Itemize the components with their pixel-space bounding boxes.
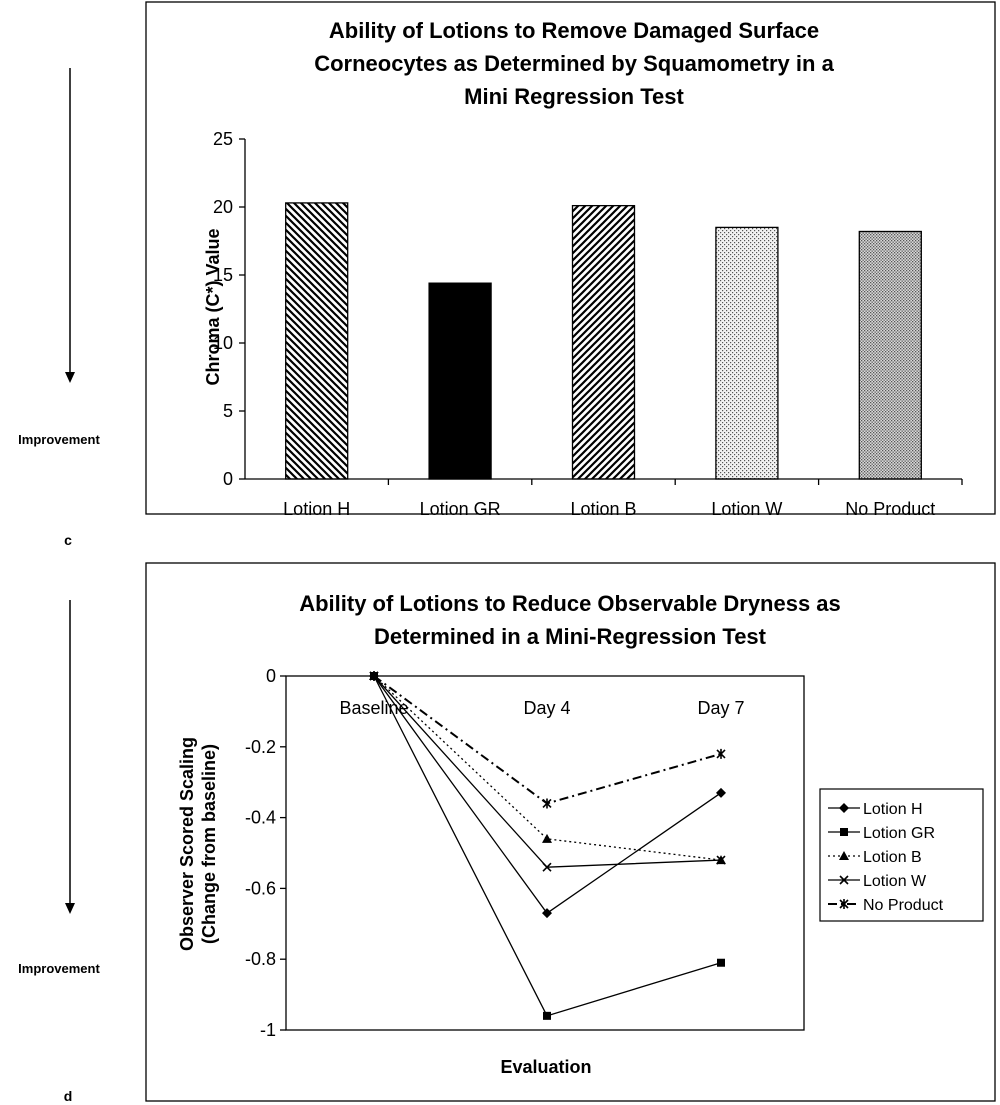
- line-chart: Ability of Lotions to Reduce Observable …: [145, 562, 996, 1102]
- marker-star: [716, 748, 726, 759]
- series-lotion-w: [369, 671, 726, 872]
- marker-star: [542, 798, 552, 809]
- marker-x: [839, 875, 849, 885]
- marker-square: [840, 828, 848, 836]
- legend-label: Lotion GR: [863, 825, 935, 842]
- marker-x: [542, 862, 552, 872]
- legend-item: Lotion GR: [828, 825, 935, 842]
- legend-item: Lotion H: [828, 801, 923, 818]
- x-tick-label: Lotion GR: [420, 499, 501, 519]
- line-chart-x-axis-label: Evaluation: [500, 1057, 591, 1077]
- y-tick-label: 0: [223, 469, 233, 489]
- line-chart-title-line-2: Determined in a Mini-Regression Test: [374, 624, 767, 649]
- line-chart-title-line-1: Ability of Lotions to Reduce Observable …: [299, 591, 841, 616]
- marker-star: [369, 671, 379, 681]
- legend-item: Lotion B: [828, 849, 922, 866]
- line-chart-frame: [145, 562, 996, 1102]
- improvement-arrow-bottom: [65, 600, 75, 914]
- series-line: [373, 675, 722, 805]
- marker-triangle: [542, 833, 552, 843]
- legend-item: No Product: [828, 897, 944, 914]
- x-tick-label: Lotion W: [711, 499, 782, 519]
- marker-square: [543, 1011, 551, 1020]
- line-chart-y-axis-label-line-1: Observer Scored Scaling: [177, 737, 197, 951]
- marker-diamond: [542, 908, 552, 919]
- line-chart-y-axis-label: Observer Scored Scaling (Change from bas…: [177, 737, 219, 951]
- y-tick-label: -0.2: [245, 737, 276, 757]
- y-tick-label: -0.8: [245, 949, 276, 969]
- y-tick-label: -0.4: [245, 808, 276, 828]
- marker-diamond: [716, 787, 726, 798]
- legend-label: Lotion B: [863, 849, 922, 866]
- line-chart-y-axis-label-line-2: (Change from baseline): [199, 744, 219, 944]
- line-chart-legend: Lotion H Lotion GR Lotion B Lotion W No Prod…: [819, 788, 984, 922]
- y-tick-label: 15: [213, 265, 233, 285]
- x-category-label: Baseline: [339, 698, 408, 718]
- bar-chart-frame: [145, 1, 996, 515]
- x-tick-label: No Product: [845, 499, 935, 519]
- legend-label: No Product: [863, 897, 944, 914]
- improvement-arrow-top: [65, 68, 75, 383]
- panel-label-c: c: [64, 532, 72, 548]
- bar-chart: Ability of Lotions to Remove Damaged Sur…: [145, 1, 996, 519]
- x-tick-label: Lotion B: [570, 499, 636, 519]
- legend-label: Lotion W: [863, 873, 927, 890]
- x-tick-label: Lotion H: [283, 499, 350, 519]
- panel-label-d: d: [64, 1088, 73, 1104]
- y-tick-label: 10: [213, 333, 233, 353]
- bar: [285, 202, 349, 480]
- bar-chart-title-line-1: Ability of Lotions to Remove Damaged Sur…: [329, 18, 819, 43]
- y-tick-label: -0.6: [245, 878, 276, 898]
- y-tick-label: 0: [266, 666, 276, 686]
- y-tick-label: 5: [223, 401, 233, 421]
- bar-chart-x-ticks: Lotion H Lotion GR Lotion B Lotion W No Prod…: [283, 479, 963, 519]
- improvement-label-bottom: Improvement: [18, 961, 100, 976]
- bar: [428, 282, 492, 480]
- y-tick-label: 25: [213, 129, 233, 149]
- y-tick-label: 20: [213, 197, 233, 217]
- bar-chart-y-axis-label: Chroma (C*) Value: [203, 228, 223, 385]
- marker-diamond: [839, 803, 849, 813]
- x-category-label: Day 7: [697, 698, 744, 718]
- line-chart-title: Ability of Lotions to Reduce Observable …: [299, 591, 841, 649]
- bar-chart-title: Ability of Lotions to Remove Damaged Sur…: [314, 18, 834, 109]
- bar-chart-axes: [244, 139, 962, 480]
- legend-item: Lotion W: [828, 873, 927, 890]
- bar-chart-title-line-3: Mini Regression Test: [464, 84, 684, 109]
- series-no-product: [369, 671, 726, 809]
- series-lotion-gr: [370, 672, 725, 1020]
- line-chart-plot-area: 0 -0.2 -0.4 -0.6 -0.8 -1 Baseline Day 4 Day 7: [245, 666, 805, 1040]
- bar-chart-title-line-2: Corneocytes as Determined by Squamometry…: [314, 51, 834, 76]
- marker-square: [717, 958, 725, 967]
- legend-label: Lotion H: [863, 801, 923, 818]
- x-category-label: Day 4: [523, 698, 570, 718]
- marker-triangle: [839, 851, 849, 860]
- bar-chart-y-ticks: 0 5 10 15 20 25: [213, 129, 245, 489]
- improvement-label-top: Improvement: [18, 432, 100, 447]
- bar-chart-bars: [285, 202, 922, 480]
- series-line: [373, 675, 722, 1017]
- marker-x: [716, 855, 726, 865]
- y-tick-label: -1: [260, 1020, 276, 1040]
- legend-box: [819, 788, 984, 922]
- bar: [571, 204, 636, 480]
- marker-star: [839, 899, 849, 909]
- bar: [858, 230, 922, 480]
- plot-border: [285, 675, 805, 1031]
- bar: [715, 226, 779, 480]
